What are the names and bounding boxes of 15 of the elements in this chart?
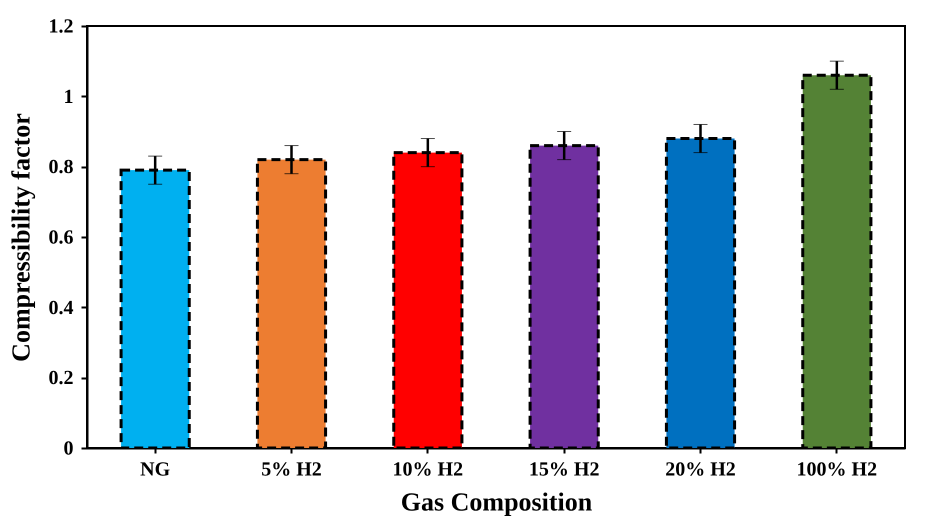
y-tick-label: 0.6 [48,226,74,248]
y-tick-label: 1.2 [48,16,74,38]
x-axis-title: Gas Composition [400,488,593,516]
y-tick-label: 0.8 [48,156,74,178]
x-tick-label: 100% H2 [796,458,878,480]
y-tick-label: 0 [64,438,74,460]
y-tick-label: 0.4 [48,296,74,319]
y-tick-label: 0.2 [48,367,74,390]
x-tick-label: 10% H2 [392,458,464,480]
x-tick-label: NG [140,458,171,480]
x-tick-label: 5% H2 [261,458,322,480]
x-tick-label: 20% H2 [665,458,736,480]
y-axis-title: Compressibility factor [6,113,36,362]
x-tick-label: 15% H2 [528,458,600,480]
y-tick-label: 1 [64,86,74,108]
